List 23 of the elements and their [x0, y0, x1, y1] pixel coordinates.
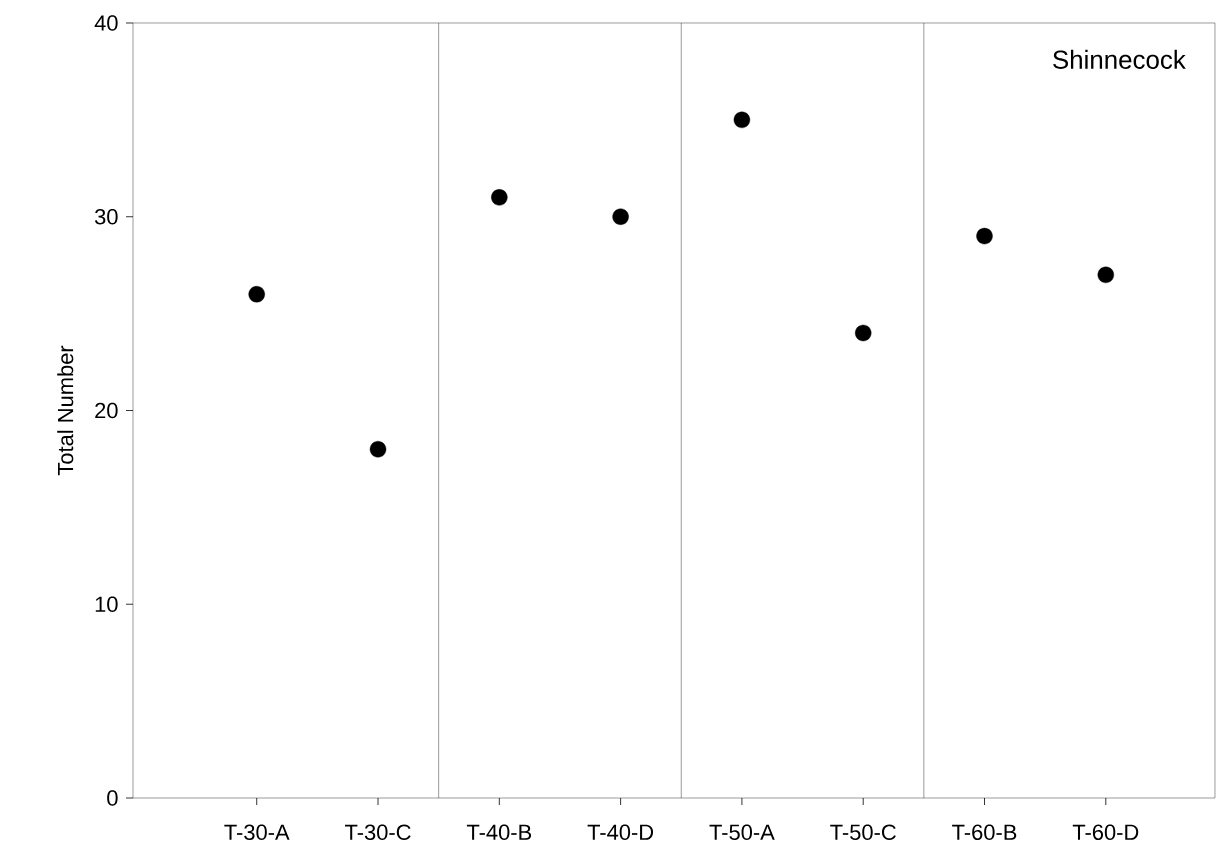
x-tick-label: T-60-B	[952, 824, 1017, 841]
x-tick-label: T-50-C	[830, 824, 896, 841]
y-tick-label: 0	[107, 790, 118, 806]
annotation: Shinnecock	[1053, 49, 1186, 69]
y-axis-title: Total Number	[57, 345, 74, 476]
point	[369, 441, 387, 458]
x-tick-label: T-40-D	[587, 824, 654, 841]
x-tick-label: T-40-B	[466, 824, 532, 841]
point	[248, 286, 265, 303]
point	[733, 111, 751, 129]
point	[491, 189, 508, 206]
x-tick-label: T-30-C	[345, 824, 411, 841]
x-tick-label: T-30-A	[224, 824, 290, 841]
point	[1097, 266, 1114, 284]
x-tick-label: T-60-D	[1072, 824, 1139, 841]
y-tick-label: 10	[95, 596, 118, 613]
point	[612, 208, 629, 225]
y-tick-label: 40	[94, 15, 118, 31]
point	[976, 227, 993, 245]
y-tick-label: 20	[95, 402, 118, 419]
point	[855, 324, 872, 342]
x-tick-label: T-50-A	[709, 824, 775, 841]
y-tick-label: 30	[94, 208, 118, 225]
